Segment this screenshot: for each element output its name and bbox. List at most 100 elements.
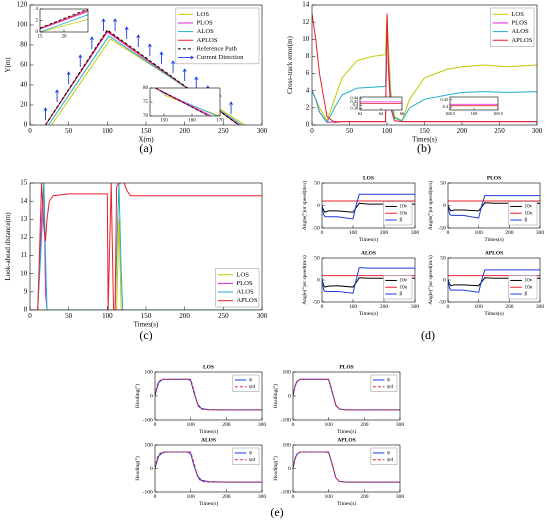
current-arrow — [66, 71, 71, 84]
legend-label: 10u — [524, 284, 532, 290]
plot-frame — [321, 257, 416, 303]
series-line — [40, 14, 88, 32]
x-tick-label: 169 — [471, 111, 479, 116]
y-tick-label: 50 — [314, 180, 320, 186]
current-arrow — [55, 89, 60, 102]
y-tick-label: 60 — [20, 61, 28, 69]
legend-box — [508, 201, 538, 226]
x-tick-label: 100 — [475, 304, 484, 310]
series-line — [448, 195, 540, 219]
current-arrow — [171, 60, 176, 73]
x-tick-label: 62 — [358, 111, 363, 116]
x-tick-label: 0 — [154, 494, 157, 500]
y-tick-label: 100 — [145, 369, 154, 375]
y-tick-label: 75 — [143, 100, 149, 105]
x-tick-label: 160 — [188, 119, 196, 124]
x-tick-label: 150 — [419, 127, 430, 135]
x-tick-label: 100 — [349, 230, 358, 236]
y-tick-label: 2 — [306, 103, 310, 111]
legend-box — [370, 447, 398, 465]
current-arrow — [136, 34, 141, 47]
x-tick-label: 300 — [396, 494, 405, 500]
y-axis-label: Heading(°) — [272, 384, 279, 409]
x-tick-label: 200 — [457, 127, 468, 135]
x-axis-label: Times(s) — [337, 428, 357, 435]
y-tick-label: 0 — [150, 393, 153, 399]
x-tick-label: 0 — [292, 494, 295, 500]
legend-label: LOS — [511, 11, 524, 18]
caption: (c) — [139, 328, 152, 342]
plot-frame — [292, 371, 401, 421]
plot-frame — [311, 4, 538, 126]
y-tick-label: -50 — [438, 225, 446, 231]
plot-frame — [359, 96, 403, 111]
x-tick-label: 50 — [346, 127, 354, 135]
legend-label: β — [524, 291, 527, 297]
y-tick-label: -50 — [312, 225, 320, 231]
series-line — [40, 9, 88, 29]
x-tick-label: 50 — [65, 312, 73, 320]
panel-title: APLOS — [485, 250, 503, 256]
y-tick-label: -100 — [143, 417, 153, 423]
legend-box — [175, 7, 260, 65]
current-arrow — [89, 36, 94, 49]
y-tick-label: 100 — [283, 442, 292, 448]
caption: (a) — [139, 141, 152, 155]
y-tick-label: 0.44 — [350, 96, 359, 101]
y-axis-label: Heading(°) — [134, 456, 141, 481]
y-tick-label: 10 — [20, 269, 28, 277]
y-axis-label: Heading(°) — [272, 456, 279, 481]
y-tick-label: -100 — [281, 489, 291, 495]
y-tick-label: 0 — [150, 466, 153, 472]
panel-title: PLOS — [487, 175, 501, 181]
plot-frame — [39, 8, 89, 33]
x-axis-label: Times(s) — [199, 500, 219, 507]
x-axis-label: Times(s) — [359, 310, 379, 317]
x-tick-label: 200 — [505, 304, 514, 310]
plot-frame — [449, 96, 499, 111]
y-tick-label: 12 — [302, 18, 310, 26]
x-tick-label: 300 — [411, 304, 420, 310]
y-tick-label: 20 — [20, 101, 28, 109]
x-tick-label: 0 — [154, 422, 157, 428]
legend-label: ALOS — [196, 28, 214, 35]
caption: (d) — [421, 328, 435, 342]
legend-label: ψd — [249, 384, 255, 390]
series-line — [40, 9, 88, 29]
y-tick-label: 6 — [306, 69, 310, 77]
caption: (e) — [270, 505, 283, 519]
y-tick-label: 50 — [440, 255, 446, 261]
current-arrow — [182, 68, 187, 81]
y-axis-label: Angle(°)or speed(m/s) — [301, 255, 308, 305]
x-tick-label: 50 — [65, 127, 73, 135]
current-arrow — [147, 43, 152, 56]
y-tick-label: 9 — [24, 287, 28, 295]
legend-label: PLOS — [196, 19, 213, 26]
panel-title: LOS — [363, 175, 374, 181]
plot-frame — [447, 182, 541, 229]
y-tick-label: 0.45 — [440, 97, 449, 102]
series-line — [312, 13, 537, 123]
current-arrow — [229, 101, 234, 114]
x-tick-label: 300 — [257, 312, 268, 320]
x-tick-label: 100 — [325, 422, 334, 428]
y-tick-label: 4 — [36, 7, 39, 12]
y-tick-label: 4 — [306, 86, 310, 94]
y-axis-label: Angle(°)or speed(m/s) — [427, 255, 434, 305]
legend-box — [370, 374, 398, 392]
y-tick-label: 14 — [20, 197, 28, 205]
current-arrow — [194, 76, 199, 89]
y-tick-label: -100 — [281, 417, 291, 423]
x-tick-label: 200 — [360, 422, 369, 428]
series-line — [322, 267, 415, 294]
y-axis-label: Heading(°) — [134, 384, 141, 409]
series-line — [30, 183, 262, 310]
legend-box — [232, 447, 260, 465]
y-tick-label: 50 — [314, 255, 320, 261]
legend-label: ALOS — [511, 28, 529, 35]
legend-label: β — [399, 217, 402, 223]
x-tick-label: 300 — [258, 422, 267, 428]
x-tick-label: 0 — [28, 127, 32, 135]
x-tick-label: 200 — [179, 127, 190, 135]
series-line — [30, 183, 262, 310]
